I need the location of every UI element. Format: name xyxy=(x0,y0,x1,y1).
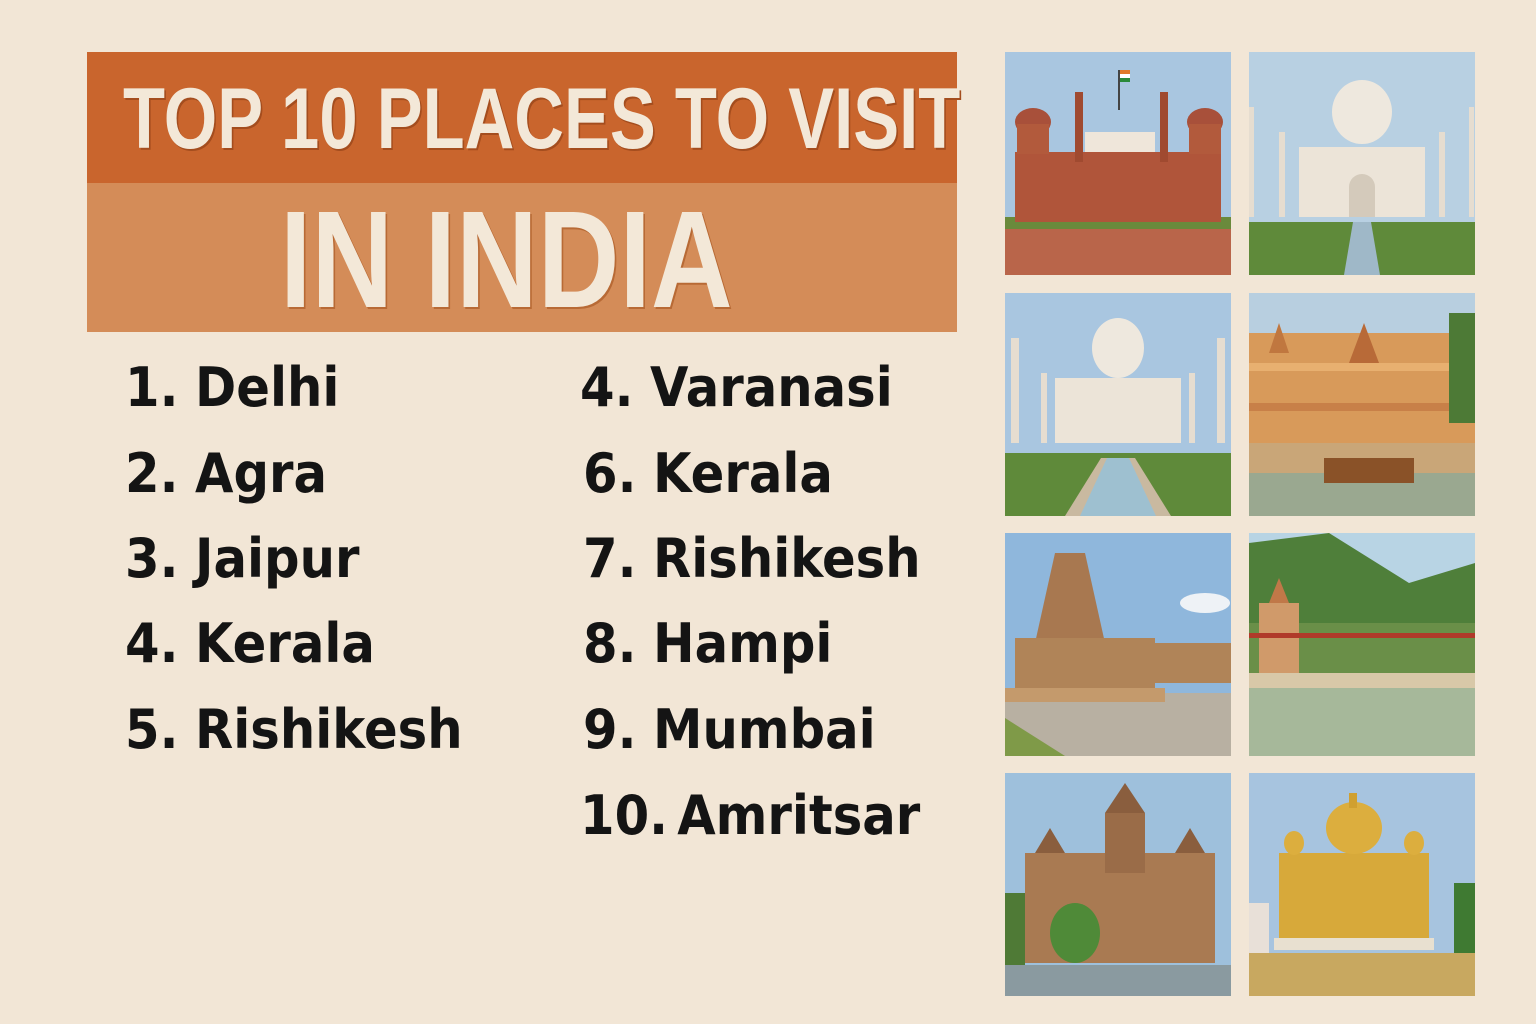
list-item: 3. Jaipur xyxy=(125,529,359,589)
list-item: 9. Mumbai xyxy=(583,700,876,760)
photo-taj-mahal-pool xyxy=(1005,293,1231,516)
list-item-number: 7. xyxy=(583,527,637,590)
list-item-name: Varanasi xyxy=(650,356,893,419)
list-item-number: 10. xyxy=(580,784,669,847)
list-item: 5. Rishikesh xyxy=(125,700,463,760)
title-line-1: TOP 10 PLACES TO VISIT xyxy=(123,71,961,167)
list-item: 7. Rishikesh xyxy=(583,529,921,589)
list-item: 1. Delhi xyxy=(125,358,339,418)
title-band-bottom xyxy=(87,183,957,332)
photo-taj-mahal xyxy=(1249,52,1475,275)
list-item-number: 4. xyxy=(580,356,634,419)
list-item-number: 4. xyxy=(125,612,179,675)
list-item-name: Jaipur xyxy=(195,527,360,590)
list-item-number: 3. xyxy=(125,527,179,590)
list-item-name: Hampi xyxy=(653,612,833,675)
photo-mumbai-building xyxy=(1005,773,1231,996)
list-item-number: 9. xyxy=(583,698,637,761)
list-item-name: Amritsar xyxy=(677,784,921,847)
list-item: 8. Hampi xyxy=(583,614,832,674)
list-item-number: 1. xyxy=(125,356,179,419)
title-banner: TOP 10 PLACES TO VISIT IN INDIA xyxy=(87,52,961,337)
photo-golden-temple xyxy=(1249,773,1475,996)
list-item-number: 6. xyxy=(583,442,637,505)
list-item-number: 2. xyxy=(125,442,179,505)
list-item-name: Delhi xyxy=(195,356,340,419)
list-item-name: Mumbai xyxy=(653,698,876,761)
list-item: 2. Agra xyxy=(125,444,327,504)
list-item-name: Kerala xyxy=(653,442,833,505)
photo-hampi-temple xyxy=(1005,533,1231,756)
list-item-name: Rishikesh xyxy=(653,527,921,590)
list-item: 10. Amritsar xyxy=(580,786,920,846)
photo-varanasi-ghats xyxy=(1249,293,1475,516)
photo-red-fort xyxy=(1005,52,1231,275)
list-item: 4. Varanasi xyxy=(580,358,893,418)
list-item-number: 5. xyxy=(125,698,179,761)
list-item-name: Rishikesh xyxy=(195,698,463,761)
list-item: 4. Kerala xyxy=(125,614,375,674)
photo-rishikesh-bridge xyxy=(1249,533,1475,756)
title-line-2: IN INDIA xyxy=(280,183,733,337)
list-item-name: Agra xyxy=(195,442,328,505)
list-item: 6. Kerala xyxy=(583,444,833,504)
list-item-number: 8. xyxy=(583,612,637,675)
title-band-top: TOP 10 PLACES TO VISIT xyxy=(87,52,961,183)
list-item-name: Kerala xyxy=(195,612,375,675)
